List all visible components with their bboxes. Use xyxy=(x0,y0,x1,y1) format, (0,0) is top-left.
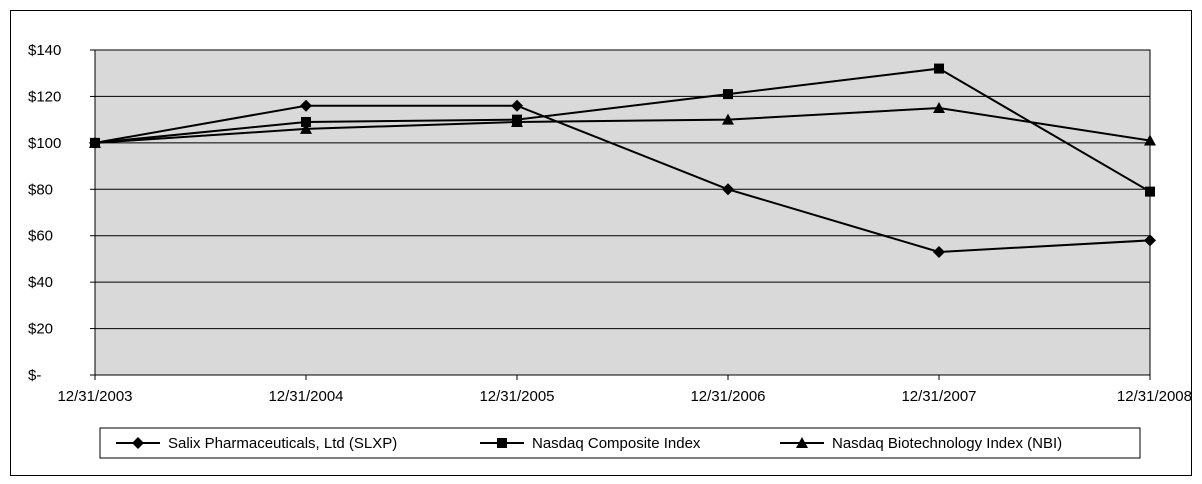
x-axis-ticks: 12/31/2003 12/31/2004 12/31/2005 12/31/2006… xyxy=(57,375,1192,405)
series-group xyxy=(89,63,1156,258)
legend-label: Nasdaq Biotechnology Index (NBI) xyxy=(832,435,1062,452)
x-tick-label: 12/31/2006 xyxy=(690,388,765,405)
data-point xyxy=(934,63,944,74)
x-tick-label: 12/31/2005 xyxy=(479,388,554,405)
data-point xyxy=(1144,234,1156,247)
data-point xyxy=(511,115,523,127)
data-point xyxy=(89,136,101,148)
y-tick-label: $80 xyxy=(28,181,53,198)
series-line xyxy=(94,107,1151,144)
data-point xyxy=(1144,134,1156,146)
legend: Salix Pharmaceuticals, Ltd (SLXP) Nasdaq … xyxy=(99,427,1141,459)
legend-box xyxy=(99,427,1141,459)
y-tick-label: $140 xyxy=(28,42,61,59)
data-point xyxy=(723,89,733,100)
data-point xyxy=(722,113,734,125)
series-1 xyxy=(89,99,1156,258)
y-tick-label: $40 xyxy=(28,274,53,291)
series-line xyxy=(94,104,1151,253)
data-point xyxy=(300,99,312,112)
legend-marker xyxy=(132,437,144,449)
x-tick-label: 12/31/2004 xyxy=(268,388,343,405)
data-point xyxy=(300,122,312,134)
x-tick-label: 12/31/2007 xyxy=(901,388,976,405)
y-tick-label: $- xyxy=(28,367,41,384)
y-tick-label: $20 xyxy=(28,321,53,338)
legend-label: Nasdaq Composite Index xyxy=(532,435,701,452)
x-tick-label: 12/31/2003 xyxy=(57,388,132,405)
series-3 xyxy=(89,102,1156,148)
y-tick-label: $60 xyxy=(28,228,53,245)
data-point xyxy=(722,183,734,196)
x-tick-label: 12/31/2008 xyxy=(1117,388,1192,405)
data-point xyxy=(511,99,523,112)
data-point xyxy=(1145,186,1155,197)
legend-marker xyxy=(796,437,808,448)
y-axis-ticks: $- $20 $40 $60 $80 $100 $120 $140 xyxy=(28,42,95,384)
legend-label: Salix Pharmaceuticals, Ltd (SLXP) xyxy=(168,435,397,452)
series-line xyxy=(94,67,1151,193)
data-point xyxy=(301,116,311,127)
plot-area xyxy=(94,49,1151,376)
y-tick-label: $120 xyxy=(28,88,61,105)
data-point xyxy=(933,245,945,258)
data-point xyxy=(933,102,945,114)
y-tick-label: $100 xyxy=(28,135,61,152)
legend-marker xyxy=(497,438,507,448)
gridlines xyxy=(95,49,1150,330)
